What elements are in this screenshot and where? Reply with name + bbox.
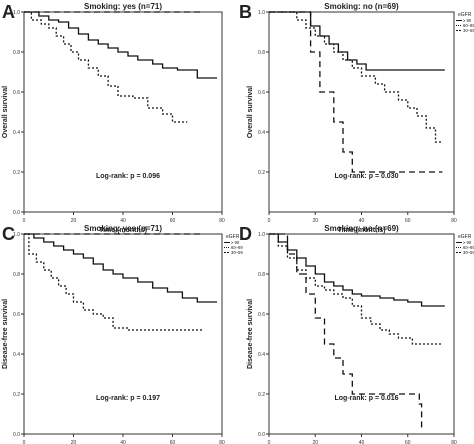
x-tick-label: 0 [268,218,271,224]
x-tick-label: 0 [23,440,26,444]
panel-label: D [239,224,252,244]
x-axis-label: Time (months) [337,227,385,234]
x-tick-label: 80 [451,218,457,224]
x-tick-label: 20 [71,440,77,444]
x-tick-label: 80 [451,440,457,444]
y-tick-label: 0.2 [258,392,265,398]
y-axis-label: Overall survival [247,86,254,138]
y-tick-label: 1.0 [13,10,20,16]
x-tick-label: 0 [268,440,271,444]
chart-title: Smoking: no (n=69) [324,224,399,233]
series-line-dashed [269,233,423,430]
x-tick-label: 40 [120,218,126,224]
x-tick-label: 40 [359,440,365,444]
y-tick-label: 0.8 [13,272,20,278]
series-line-dashed [269,11,443,173]
x-tick-label: 80 [219,218,225,224]
x-tick-label: 20 [312,218,318,224]
legend-entry: 30–59 [463,250,474,255]
chart-title: Smoking: no (n=69) [324,2,399,11]
legend-entry: 60–89 [463,23,474,28]
y-tick-label: 0.8 [258,272,265,278]
legend-entry: ≥ 90 [463,18,472,23]
log-rank-annotation: Log-rank: p = 0.197 [96,395,160,402]
series-line-dotted [24,233,203,331]
log-rank-annotation: Log-rank: p = 0.030 [335,173,399,180]
series-line-solid [269,233,445,307]
y-tick-label: 0.6 [258,312,265,318]
y-tick-label: 0.6 [13,312,20,318]
panel-label: A [2,2,15,22]
y-tick-label: 0.2 [258,170,265,176]
y-tick-label: 1.0 [258,10,265,16]
series-line-solid [269,11,445,71]
series-line-dotted [269,11,443,143]
series-line-dotted [24,11,188,123]
x-tick-label: 40 [359,218,365,224]
x-axis-label: Time (months) [99,227,147,234]
y-tick-label: 0.4 [258,130,265,136]
y-tick-label: 0.6 [258,90,265,96]
y-tick-label: 1.0 [13,232,20,238]
panel-C: C Smoking: yes (n=71) 0.0 0.2 0.4 0.6 0.8 1.0 0 2… [2,224,243,444]
y-tick-label: 0.4 [13,352,20,358]
x-tick-label: 60 [170,440,176,444]
log-rank-annotation: Log-rank: p = 0.096 [96,173,160,180]
legend-title: eGFR [458,12,472,18]
y-axis-label: Overall survival [2,86,9,138]
x-tick-label: 80 [219,440,225,444]
legend-entry: ≥ 90 [463,240,472,245]
legend-title: eGFR [458,234,472,240]
legend-entry: 30–59 [463,28,474,33]
y-tick-label: 0.4 [13,130,20,136]
y-tick-label: 0.2 [13,392,20,398]
panel-D: D Smoking: no (n=69) 0.0 0.2 0.4 0.6 0.8 1.0 0 20… [239,224,474,444]
y-tick-label: 0.6 [13,90,20,96]
y-axis-label: Disease-free survival [247,299,254,369]
y-tick-label: 0.0 [13,432,20,438]
x-tick-label: 40 [120,440,126,444]
y-tick-label: 0.0 [13,210,20,216]
panel-label: C [2,224,15,244]
y-axis-label: Disease-free survival [2,299,9,369]
chart-title: Smoking: yes (n=71) [84,2,162,11]
x-tick-label: 20 [71,218,77,224]
x-tick-label: 0 [23,218,26,224]
x-tick-label: 60 [405,218,411,224]
panel-A: A Smoking: yes (n=71) 0.0 0.2 0.4 0.6 0.8 1.0 0 2… [2,2,225,234]
plot-frame [23,11,223,213]
panel-B: B Smoking: no (n=69) 0.2 0.4 0.6 0.8 1.0 0 20 40 6… [239,2,474,234]
legend-entry: ≥ 90 [231,240,240,245]
legend-entry: 60–89 [231,245,243,250]
plot-frame [268,11,455,213]
panel-label: B [239,2,252,22]
legend-entry: 60–89 [463,245,474,250]
y-tick-label: 0.8 [13,50,20,56]
y-tick-label: 0.2 [13,170,20,176]
y-tick-label: 0.8 [258,50,265,56]
x-tick-label: 60 [170,218,176,224]
plot-frame [23,233,223,435]
legend-entry: 30–59 [231,250,243,255]
legend-title: eGFR [226,234,240,240]
y-tick-label: 1.0 [258,232,265,238]
x-tick-label: 60 [405,440,411,444]
y-tick-label: 0.4 [258,352,265,358]
y-tick-label: 0.0 [258,432,265,438]
series-line-solid [24,11,217,79]
chart-title: Smoking: yes (n=71) [84,224,162,233]
series-line-solid [24,233,217,303]
log-rank-annotation: Log-rank: p = 0.016 [335,395,399,402]
x-tick-label: 20 [312,440,318,444]
